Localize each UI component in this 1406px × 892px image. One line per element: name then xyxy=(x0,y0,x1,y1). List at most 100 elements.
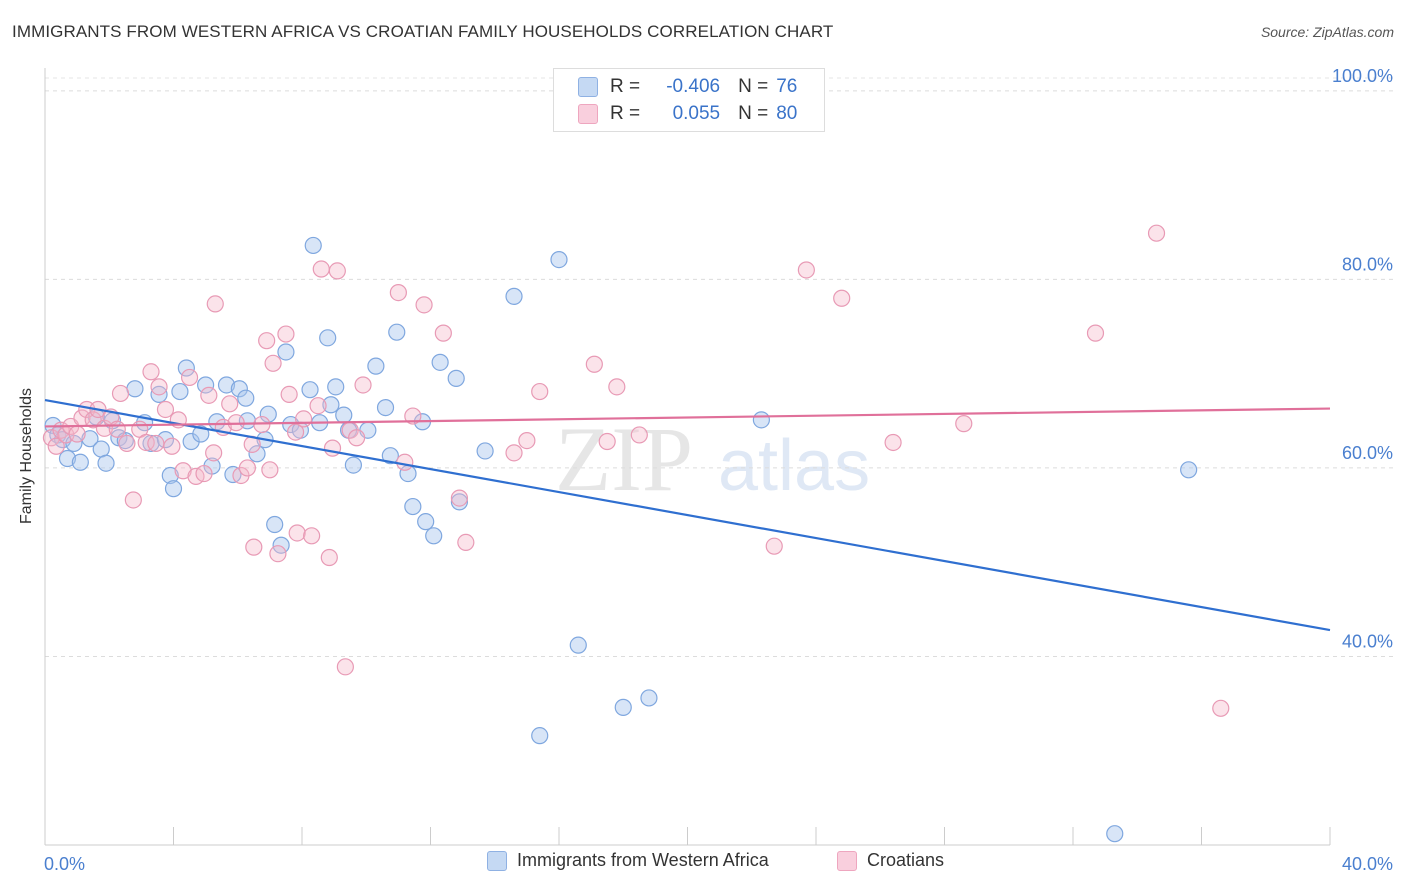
point-western-africa xyxy=(640,689,658,707)
grid-lines xyxy=(45,77,1395,657)
point-croatians xyxy=(404,407,422,425)
y-tick-label: 100.0% xyxy=(1332,66,1393,86)
point-croatians xyxy=(348,429,366,447)
x-tick-label: 40.0% xyxy=(1342,854,1393,874)
point-western-africa xyxy=(197,376,215,394)
point-croatians xyxy=(295,410,313,428)
legend-swatch-pink xyxy=(837,850,857,871)
point-croatians xyxy=(1147,224,1166,242)
stats-swatch-pink xyxy=(578,104,598,124)
point-western-africa xyxy=(237,389,255,407)
watermark-zip: ZIP xyxy=(555,408,693,510)
y-tick-label: 40.0% xyxy=(1342,631,1393,651)
point-croatians xyxy=(312,260,330,278)
stats-n-label: N = xyxy=(738,76,769,97)
point-croatians xyxy=(286,423,305,441)
point-western-africa xyxy=(164,480,183,498)
stats-box: R = -0.406 N = 76 R = 0.055 N = 80 xyxy=(553,68,825,132)
axes xyxy=(44,68,1331,846)
point-croatians xyxy=(258,332,276,350)
point-western-africa xyxy=(71,453,89,471)
point-western-africa xyxy=(450,493,469,511)
point-western-africa xyxy=(1106,825,1124,843)
point-croatians xyxy=(323,439,342,457)
point-croatians xyxy=(264,354,282,372)
legend: Immigrants from Western Africa Croatians xyxy=(0,850,1406,878)
point-croatians xyxy=(955,415,973,433)
y-tick-label: 80.0% xyxy=(1342,254,1393,274)
point-western-africa xyxy=(327,378,345,396)
point-western-africa xyxy=(259,405,277,423)
stats-row-croatians: R = 0.055 N = 80 xyxy=(578,102,797,126)
x-tick-label: 0.0% xyxy=(44,854,85,874)
point-western-africa xyxy=(319,329,337,347)
point-western-africa xyxy=(569,636,587,654)
point-croatians xyxy=(765,537,783,555)
point-croatians xyxy=(261,461,279,479)
point-croatians xyxy=(320,548,338,567)
point-croatians xyxy=(221,395,239,413)
point-croatians xyxy=(280,385,298,403)
point-croatians xyxy=(518,431,536,450)
legend-item-western-africa[interactable]: Immigrants from Western Africa xyxy=(487,850,769,871)
point-croatians xyxy=(309,397,327,415)
trend-line-croatians xyxy=(44,407,1331,428)
point-western-africa xyxy=(367,357,385,375)
point-croatians xyxy=(457,533,475,551)
point-croatians xyxy=(142,363,160,381)
point-croatians xyxy=(108,420,126,438)
point-croatians xyxy=(147,434,165,453)
point-croatians xyxy=(277,325,295,343)
point-western-africa xyxy=(177,359,195,377)
point-croatians xyxy=(68,425,86,443)
point-western-africa xyxy=(248,445,266,463)
stats-r-value: -0.406 xyxy=(666,76,721,97)
tick-labels: 40.0% 60.0% 80.0% 100.0% 0.0% 40.0% xyxy=(44,66,1393,874)
point-western-africa xyxy=(230,380,248,398)
point-croatians xyxy=(303,527,321,545)
point-croatians xyxy=(1086,324,1105,342)
stats-n-value: 76 xyxy=(776,76,798,97)
y-tick-label: 60.0% xyxy=(1342,443,1393,463)
point-croatians xyxy=(585,355,603,373)
point-western-africa xyxy=(447,369,465,387)
watermark-atlas: atlas xyxy=(718,426,870,506)
point-croatians xyxy=(336,658,354,676)
legend-label: Immigrants from Western Africa xyxy=(517,850,769,870)
point-western-africa xyxy=(58,449,77,468)
point-croatians xyxy=(206,295,224,313)
point-western-africa xyxy=(301,381,319,399)
point-western-africa xyxy=(614,698,632,716)
point-western-africa xyxy=(376,398,395,417)
point-western-africa xyxy=(156,431,175,449)
point-croatians xyxy=(111,384,130,403)
point-croatians xyxy=(47,437,65,455)
point-croatians xyxy=(238,459,256,477)
point-croatians xyxy=(156,400,175,419)
legend-item-croatians[interactable]: Croatians xyxy=(837,850,944,871)
point-croatians xyxy=(124,491,142,509)
point-western-africa xyxy=(476,442,494,460)
stats-n-value: 80 xyxy=(776,103,798,124)
point-western-africa xyxy=(425,527,443,545)
point-western-africa xyxy=(344,456,362,474)
trend-line-western-africa xyxy=(44,398,1331,632)
trend-lines xyxy=(44,398,1331,632)
point-western-africa xyxy=(417,513,435,531)
point-western-africa xyxy=(550,250,568,269)
point-western-africa xyxy=(217,376,236,394)
point-western-africa xyxy=(97,454,115,472)
data-points xyxy=(42,224,1230,843)
point-western-africa xyxy=(266,515,284,534)
chart-title: IMMIGRANTS FROM WESTERN AFRICA VS CROATI… xyxy=(12,22,834,41)
point-croatians xyxy=(450,489,469,507)
point-croatians xyxy=(328,262,346,280)
stats-swatch-blue xyxy=(578,77,598,97)
stats-row-western-africa: R = -0.406 N = 76 xyxy=(578,75,797,99)
point-western-africa xyxy=(192,425,210,443)
point-croatians xyxy=(118,434,136,453)
stats-r-value: 0.055 xyxy=(672,103,721,124)
point-western-africa xyxy=(1180,461,1198,479)
point-croatians xyxy=(389,283,407,302)
